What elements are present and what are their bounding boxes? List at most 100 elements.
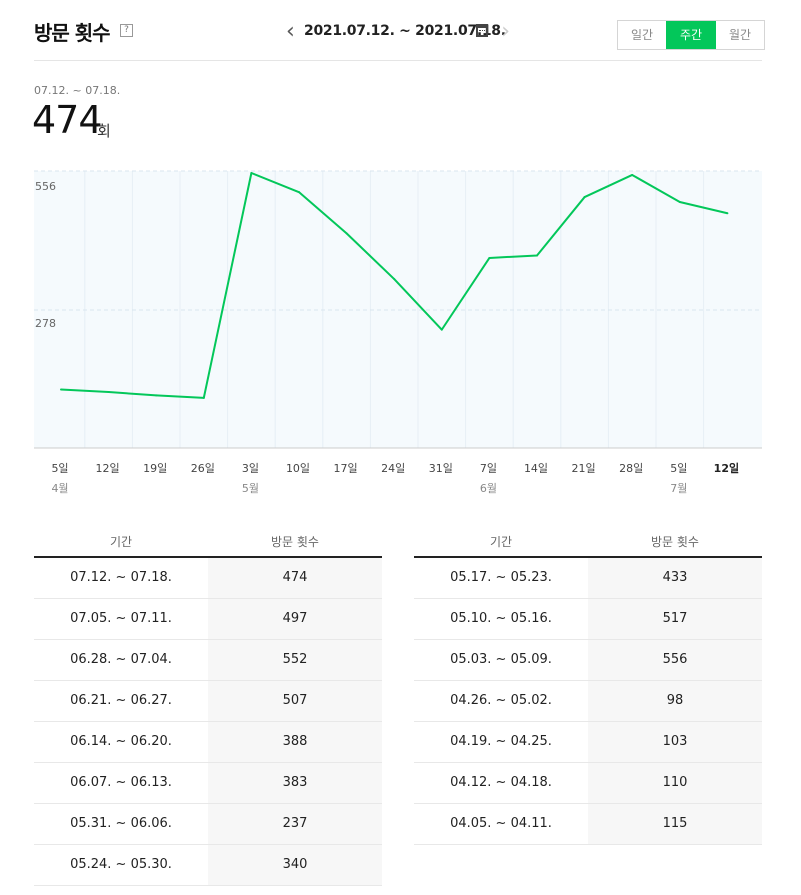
cell-period: 04.12. ~ 04.18.: [450, 775, 552, 790]
date-navigator: ‹ 2021.07.12. ~ 2021.07.18. ›: [286, 20, 510, 44]
visit-line-chart: 556 278 5일 4월 12일 19일 26일 3일 5월 10일 17일 24일 31일 7일 6월 1…: [34, 170, 762, 495]
data-point: [440, 328, 443, 331]
visits-table-left: 기간 방문 횟수 07.12. ~ 07.18. 474 07.05. ~ 07.1…: [34, 529, 382, 886]
y-tick-label: 556: [35, 180, 56, 193]
table-row: 05.17. ~ 05.23. 433: [414, 558, 762, 599]
cell-period: 06.07. ~ 06.13.: [70, 775, 172, 790]
column-header-count: 방문 횟수: [651, 535, 699, 549]
tab-monthly[interactable]: 월간: [728, 28, 752, 42]
tab-weekly[interactable]: 주간: [666, 21, 716, 49]
cell-period: 05.31. ~ 06.06.: [70, 816, 172, 831]
x-month-label: 6월: [480, 482, 497, 495]
y-tick-label: 278: [35, 317, 56, 330]
data-point: [583, 196, 586, 199]
data-point: [393, 278, 396, 281]
help-icon[interactable]: ?: [120, 24, 133, 37]
date-range-label: 2021.07.12. ~ 2021.07.18.: [304, 23, 506, 39]
cell-period: 06.14. ~ 06.20.: [70, 734, 172, 749]
data-point: [488, 256, 491, 259]
table-row: 05.31. ~ 06.06. 237: [34, 804, 382, 845]
table-row: 04.19. ~ 04.25. 103: [414, 722, 762, 763]
cell-count: 507: [208, 681, 382, 721]
data-point: [250, 172, 253, 174]
cell-count: 115: [588, 804, 762, 844]
data-point: [726, 212, 729, 215]
total-unit: 회: [97, 122, 111, 140]
calendar-icon[interactable]: [476, 24, 488, 37]
cell-count: 556: [588, 640, 762, 680]
table-row: 06.14. ~ 06.20. 388: [34, 722, 382, 763]
table-row: 05.10. ~ 05.16. 517: [414, 599, 762, 640]
cell-period: 05.10. ~ 05.16.: [450, 611, 552, 626]
x-tick-label: 19일: [143, 461, 167, 475]
cell-period: 04.26. ~ 05.02.: [450, 693, 552, 708]
period-tabs: 일간 주간 월간: [617, 20, 765, 50]
table-row: 06.21. ~ 06.27. 507: [34, 681, 382, 722]
cell-period: 04.05. ~ 04.11.: [450, 816, 552, 831]
cell-period: 06.28. ~ 07.04.: [70, 652, 172, 667]
cell-count: 474: [208, 558, 382, 598]
total-count: 474: [32, 98, 103, 142]
cell-count: 383: [208, 763, 382, 803]
cell-count: 110: [588, 763, 762, 803]
data-point: [155, 394, 158, 397]
x-tick-label: 5일: [51, 461, 68, 475]
table-row: 04.05. ~ 04.11. 115: [414, 804, 762, 845]
cell-count: 552: [208, 640, 382, 680]
cell-period: 05.03. ~ 05.09.: [450, 652, 552, 667]
chevron-left-icon[interactable]: ‹: [286, 19, 295, 44]
cell-count: 517: [588, 599, 762, 639]
table-row: 06.07. ~ 06.13. 383: [34, 763, 382, 804]
table-header: 기간 방문 횟수: [414, 529, 762, 558]
data-point: [345, 232, 348, 235]
visits-table-right: 기간 방문 횟수 05.17. ~ 05.23. 433 05.10. ~ 05.1…: [414, 529, 762, 845]
x-tick-label: 28일: [619, 461, 643, 475]
cell-count: 237: [208, 804, 382, 844]
x-tick-label: 3일: [242, 461, 259, 475]
table-row: 04.12. ~ 04.18. 110: [414, 763, 762, 804]
x-tick-label: 5일: [670, 461, 687, 475]
cell-count: 388: [208, 722, 382, 762]
page-header: 방문 횟수 ? ‹ 2021.07.12. ~ 2021.07.18. › 일간…: [34, 0, 765, 61]
x-tick-label: 12일: [96, 461, 120, 475]
x-tick-label: 7일: [480, 461, 497, 475]
x-tick-label: 24일: [381, 461, 405, 475]
table-row: 07.05. ~ 07.11. 497: [34, 599, 382, 640]
data-point: [678, 200, 681, 203]
cell-period: 05.24. ~ 05.30.: [70, 857, 172, 872]
x-month-label: 4월: [51, 482, 68, 495]
tab-daily[interactable]: 일간: [630, 28, 654, 42]
table-row: 07.12. ~ 07.18. 474: [34, 558, 382, 599]
page-title: 방문 횟수: [34, 21, 111, 45]
data-point: [536, 254, 538, 257]
table-row: 04.26. ~ 05.02. 98: [414, 681, 762, 722]
table-row: 06.28. ~ 07.04. 552: [34, 640, 382, 681]
table-header: 기간 방문 횟수: [34, 529, 382, 558]
data-point: [202, 396, 205, 399]
x-month-label: 5월: [242, 482, 259, 495]
data-point: [60, 388, 62, 391]
cell-period: 07.05. ~ 07.11.: [70, 611, 172, 626]
x-tick-label: 21일: [572, 461, 596, 475]
cell-count: 98: [588, 681, 762, 721]
cell-count: 433: [588, 558, 762, 598]
x-month-label: 7월: [670, 482, 687, 495]
data-point: [631, 173, 634, 176]
x-tick-label: 17일: [334, 461, 358, 475]
column-header-period: 기간: [489, 535, 513, 549]
cell-count: 497: [208, 599, 382, 639]
x-tick-label: 10일: [286, 461, 310, 475]
table-row: 05.03. ~ 05.09. 556: [414, 640, 762, 681]
data-point: [298, 191, 300, 194]
summary-range: 07.12. ~ 07.18.: [34, 84, 121, 97]
table-row: 05.24. ~ 05.30. 340: [34, 845, 382, 886]
column-header-period: 기간: [109, 535, 133, 549]
cell-period: 04.19. ~ 04.25.: [450, 734, 552, 749]
data-point: [107, 390, 110, 393]
column-header-count: 방문 횟수: [271, 535, 319, 549]
chevron-right-icon[interactable]: ›: [501, 19, 510, 44]
x-tick-label: 14일: [524, 461, 548, 475]
cell-period: 07.12. ~ 07.18.: [70, 570, 172, 585]
x-tick-label: 12일: [714, 461, 739, 475]
cell-period: 05.17. ~ 05.23.: [450, 570, 552, 585]
